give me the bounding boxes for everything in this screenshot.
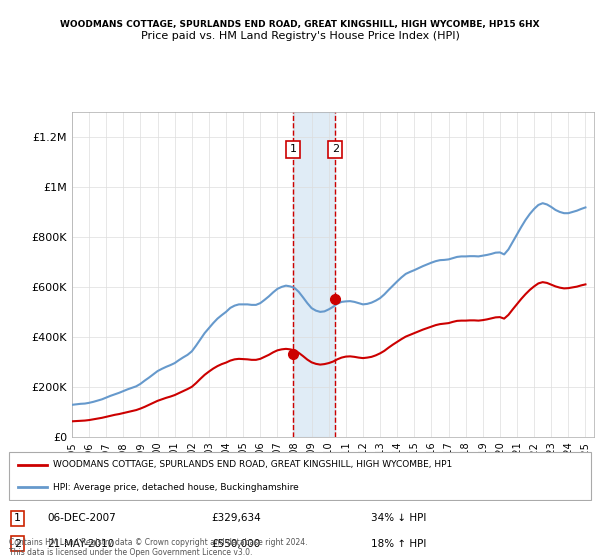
Text: WOODMANS COTTAGE, SPURLANDS END ROAD, GREAT KINGSHILL, HIGH WYCOMBE, HP15 6HX: WOODMANS COTTAGE, SPURLANDS END ROAD, GR… [60,20,540,29]
Text: 21-MAY-2010: 21-MAY-2010 [47,539,115,549]
Text: 2: 2 [14,539,22,549]
Bar [293,112,335,437]
Text: 1: 1 [14,514,21,524]
Text: WOODMANS COTTAGE, SPURLANDS END ROAD, GREAT KINGSHILL, HIGH WYCOMBE, HP1: WOODMANS COTTAGE, SPURLANDS END ROAD, GR… [53,460,452,469]
Text: 18% ↑ HPI: 18% ↑ HPI [371,539,426,549]
Text: Price paid vs. HM Land Registry's House Price Index (HPI): Price paid vs. HM Land Registry's House … [140,31,460,41]
Text: HPI: Average price, detached house, Buckinghamshire: HPI: Average price, detached house, Buck… [53,483,299,492]
FancyBboxPatch shape [9,452,591,500]
Text: 2: 2 [332,144,339,155]
Text: £550,000: £550,000 [212,539,261,549]
Text: 34% ↓ HPI: 34% ↓ HPI [371,514,426,524]
Text: 1: 1 [290,144,296,155]
Text: 06-DEC-2007: 06-DEC-2007 [47,514,116,524]
Text: £329,634: £329,634 [212,514,262,524]
Text: Contains HM Land Registry data © Crown copyright and database right 2024.
This d: Contains HM Land Registry data © Crown c… [9,538,308,557]
